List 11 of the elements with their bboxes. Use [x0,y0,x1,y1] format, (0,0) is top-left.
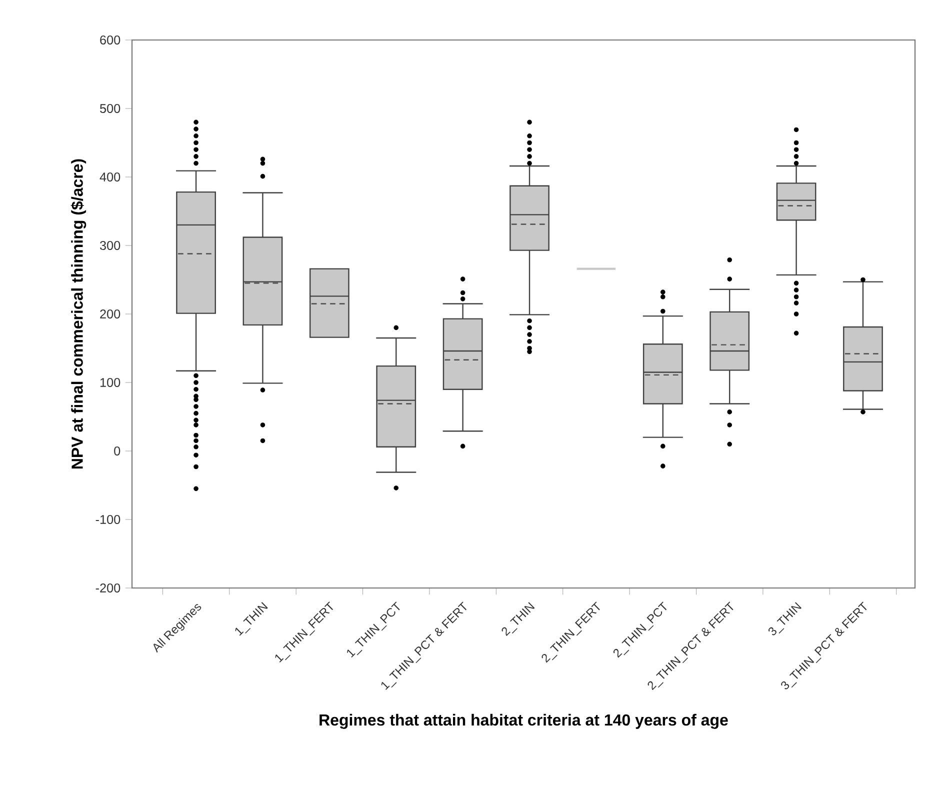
y-axis-title: NPV at final commerical thinning ($/acre) [70,159,86,469]
y-tick-label: 500 [100,104,120,113]
y-tick-label: 100 [100,378,120,387]
y-tick-label: 400 [100,172,120,182]
x-axis-title: Regimes that attain habitat criteria at 140 years of age [320,714,728,729]
y-tick-label: -100 [96,515,120,524]
y-tick-label: 300 [100,241,120,250]
y-tick-label: 0 [114,446,120,456]
y-tick-label: 200 [100,310,120,318]
y-tick-label: 600 [100,36,120,44]
y-tick-label: -200 [96,584,120,592]
